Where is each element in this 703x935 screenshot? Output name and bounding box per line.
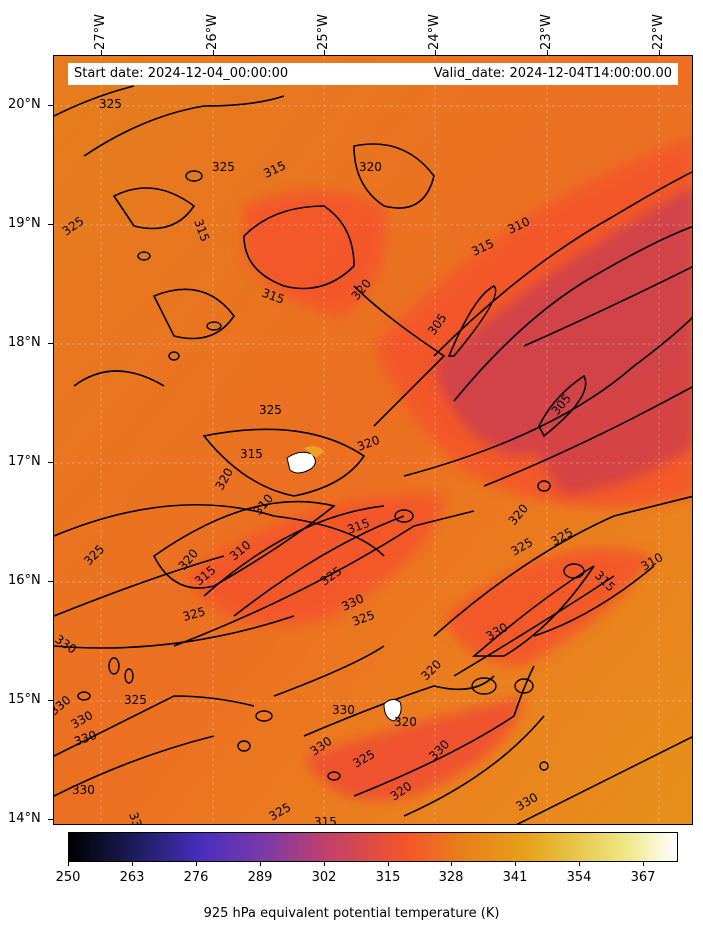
map-panel: 325 325 315 320 325 315 315 320 315 310 … <box>53 55 693 825</box>
colorbar-tick-label: 263 <box>119 870 145 885</box>
date-header: Start date: 2024-12-04_00:00:00 Valid_da… <box>68 63 678 85</box>
lat-tick <box>48 700 53 701</box>
colorbar-tick-label: 276 <box>183 870 209 885</box>
colorbar-tick-label: 315 <box>375 870 401 885</box>
lat-tick <box>48 343 53 344</box>
svg-text:330: 330 <box>332 703 355 717</box>
longitude-label-27w: 27°W <box>93 14 108 50</box>
colorbar-tick-label: 289 <box>247 870 273 885</box>
latitude-label-16n: 16°N <box>8 573 41 588</box>
colorbar-tick-label: 354 <box>566 870 592 885</box>
svg-text:325: 325 <box>124 693 147 707</box>
lon-tick <box>547 50 548 55</box>
colorbar-title: 925 hPa equivalent potential temperature… <box>203 906 500 921</box>
svg-text:315: 315 <box>240 447 263 461</box>
colorbar-tick-label: 367 <box>630 870 656 885</box>
lat-tick <box>48 819 53 820</box>
lat-tick <box>48 224 53 225</box>
colorbar-ticks: 250 263 276 289 302 315 328 341 354 367 <box>56 862 678 892</box>
svg-text:325: 325 <box>181 604 207 623</box>
latitude-label-19n: 19°N <box>8 216 41 231</box>
latitude-label-20n: 20°N <box>8 97 41 112</box>
lat-tick <box>48 105 53 106</box>
lon-tick <box>324 50 325 55</box>
lat-tick <box>48 462 53 463</box>
latitude-label-17n: 17°N <box>8 454 41 469</box>
lon-tick <box>213 50 214 55</box>
latitude-label-15n: 15°N <box>8 692 41 707</box>
colorbar-tick-label: 302 <box>311 870 337 885</box>
start-date-label: Start date: 2024-12-04_00:00:00 <box>74 66 289 81</box>
lat-tick <box>48 581 53 582</box>
colorbar-tick-label: 250 <box>55 870 81 885</box>
lon-tick <box>659 50 660 55</box>
longitude-label-22w: 22°W <box>651 14 666 50</box>
longitude-label-23w: 23°W <box>539 14 554 50</box>
svg-text:320: 320 <box>359 160 382 174</box>
svg-text:320: 320 <box>394 715 417 729</box>
longitude-label-25w: 25°W <box>316 14 331 50</box>
longitude-label-24w: 24°W <box>427 14 442 50</box>
latitude-label-14n: 14°N <box>8 811 41 826</box>
longitude-label-26w: 26°W <box>205 14 220 50</box>
lon-tick <box>101 50 102 55</box>
lon-tick <box>435 50 436 55</box>
colorbar-tick-label: 341 <box>502 870 528 885</box>
island-fogo <box>383 698 402 722</box>
svg-text:330: 330 <box>72 783 95 797</box>
valid-date-label: Valid_date: 2024-12-04T14:00:00.00 <box>433 66 672 81</box>
contour-lines <box>54 85 692 824</box>
svg-text:325: 325 <box>212 160 235 174</box>
svg-text:325: 325 <box>259 403 282 417</box>
theta-e-field: 325 325 315 320 325 315 315 320 315 310 … <box>54 56 692 825</box>
svg-text:325: 325 <box>99 97 122 111</box>
latitude-label-18n: 18°N <box>8 335 41 350</box>
colorbar <box>68 832 678 862</box>
contour-blobs <box>77 170 585 781</box>
colorbar-tick-label: 328 <box>438 870 464 885</box>
island-santo-antao <box>286 451 316 474</box>
svg-text:315: 315 <box>314 815 337 825</box>
